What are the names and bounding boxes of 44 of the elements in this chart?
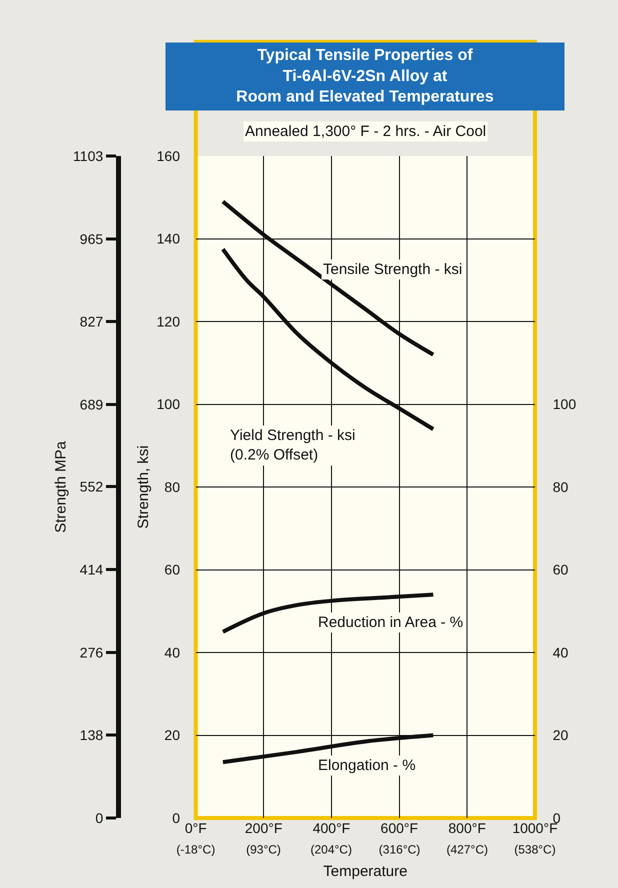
y2-tick-label: 138 bbox=[80, 727, 104, 744]
x-axis-title: Temperature bbox=[323, 863, 408, 880]
x-tick-label: 200°F bbox=[244, 820, 282, 836]
y-tick-label: 160 bbox=[156, 148, 180, 164]
y2-tick-label: 689 bbox=[80, 396, 104, 412]
y3-tick-label: 100 bbox=[552, 396, 576, 412]
y2-tick-label: 414 bbox=[80, 561, 104, 578]
chart-title: Typical Tensile Properties of Ti-6Al-6V-2Sn Alloy at Room and Elevated Temperatures bbox=[236, 47, 494, 106]
y2-tick-label: 827 bbox=[80, 314, 104, 330]
x-tick-label: 800°F bbox=[448, 820, 486, 836]
y-tick-label: 40 bbox=[164, 644, 180, 660]
y2-tick-label: 965 bbox=[80, 230, 104, 247]
x2-tick-label: (204°C) bbox=[310, 842, 352, 856]
series-label: Tensile Strength - ksi bbox=[323, 261, 462, 278]
y2-tick-label: 276 bbox=[80, 644, 104, 660]
y3-tick-label: 80 bbox=[552, 478, 569, 495]
y2-tick-label: 552 bbox=[80, 478, 104, 495]
y2-tick-label: 0 bbox=[95, 810, 104, 826]
x-tick-label: 0°F bbox=[184, 820, 207, 836]
x-tick-label: 600°F bbox=[380, 820, 418, 836]
x2-tick-label: (538°C) bbox=[514, 842, 556, 856]
y-tick-label: 140 bbox=[156, 230, 180, 247]
y3-tick-label: 20 bbox=[552, 727, 569, 744]
x2-tick-label: (93°C) bbox=[246, 842, 281, 856]
y-axis-title: Strength, ksi bbox=[134, 445, 152, 529]
y2-axis-title: Strength MPa bbox=[52, 440, 70, 533]
series-label: Elongation - % bbox=[318, 757, 416, 774]
y-tick-label: 120 bbox=[156, 313, 180, 330]
x2-tick-label: (316°C) bbox=[378, 842, 420, 856]
text: Yield Strength - ksi (0.2% Offset) bbox=[230, 427, 356, 464]
y-tick-label: 0 bbox=[172, 810, 180, 826]
x2-tick-label: (-18°C) bbox=[176, 842, 216, 856]
x-tick-label: 400°F bbox=[312, 820, 350, 836]
y-tick-label: 80 bbox=[164, 478, 180, 495]
y-tick-label: 20 bbox=[164, 727, 180, 744]
text: Annealed 1,300° F - 2 hrs. - Air Cool bbox=[245, 123, 486, 140]
y-tick-label: 60 bbox=[164, 562, 180, 578]
x2-tick-label: (427°C) bbox=[446, 842, 488, 856]
series-label: Reduction in Area - % bbox=[318, 614, 464, 631]
y3-tick-label: 0 bbox=[552, 810, 561, 826]
y-tick-label: 100 bbox=[156, 396, 180, 412]
y3-tick-label: 40 bbox=[552, 644, 569, 660]
y2-tick-label: 1103 bbox=[73, 148, 104, 164]
y3-tick-label: 60 bbox=[552, 562, 569, 578]
